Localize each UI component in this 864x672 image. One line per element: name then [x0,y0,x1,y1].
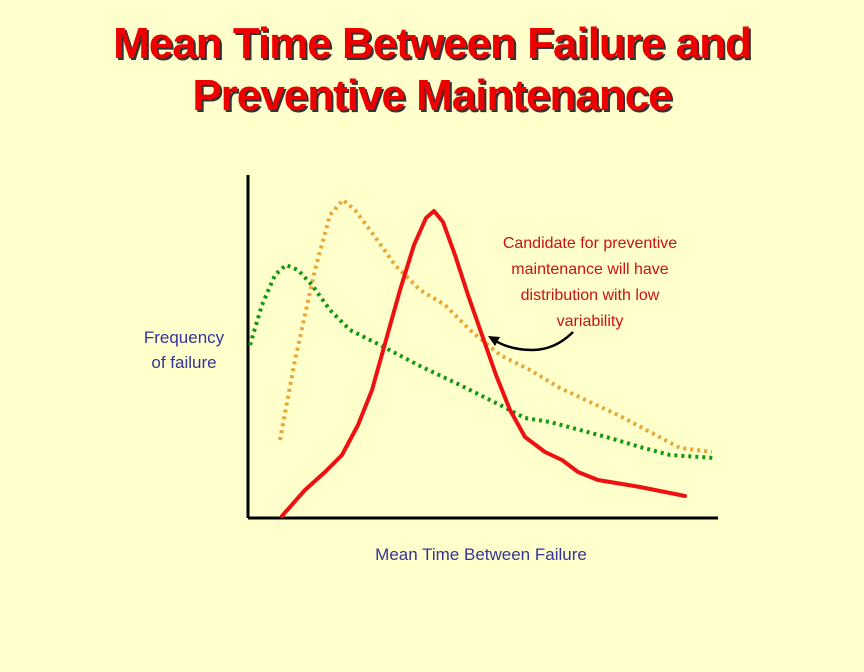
title-line: Preventive Maintenance [192,71,671,120]
annotation-line: variability [557,313,624,330]
annotation-line: maintenance will have [511,261,669,278]
green-curve [248,263,716,460]
annotation: Candidate for preventive maintenance wil… [503,235,677,330]
title: Mean Time Between Failure and Preventive… [113,19,754,122]
axes [246,175,718,520]
annotation-line: distribution with low [521,287,660,304]
red-curve [280,209,687,518]
title-shadow: Mean Time Between Failure and [115,21,753,70]
title-line: Mean Time Between Failure and [113,19,751,68]
y-axis-label: of failure [151,353,216,372]
y-axis-label: Frequency [144,328,225,347]
x-axis-label: Mean Time Between Failure [375,545,587,564]
title-shadow: Preventive Maintenance [194,73,673,122]
arrow [493,331,574,352]
arrow-head [488,336,500,346]
annotation-line: Candidate for preventive [503,235,677,252]
